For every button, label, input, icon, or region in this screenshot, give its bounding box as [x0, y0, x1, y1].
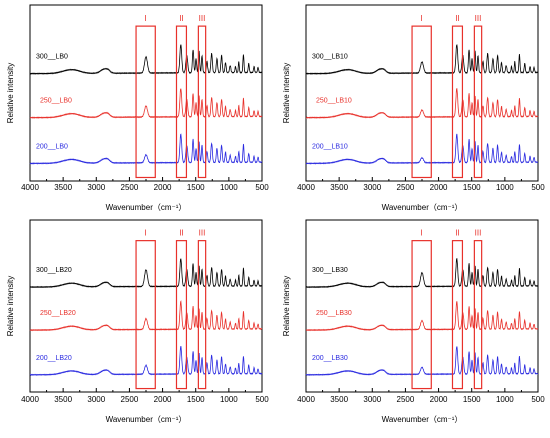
x-tick-label: 3000 — [363, 395, 381, 404]
y-axis-label: Relative intensity — [6, 276, 15, 336]
region-label: II — [455, 228, 459, 237]
x-tick-label: 1000 — [496, 183, 514, 192]
chart-panel-2: 4000 3500 3000 2500 2000 1500 1000 500 Wavenumbe… — [282, 4, 545, 212]
x-tick-label: 3000 — [87, 183, 105, 192]
x-tick-label: 3500 — [54, 395, 72, 404]
x-tick-label: 500 — [531, 395, 545, 404]
x-tick-label: 1500 — [187, 183, 205, 192]
x-tick-label: 4000 — [21, 183, 39, 192]
region-box-III — [473, 240, 483, 390]
region-box-I — [135, 25, 156, 179]
series-line-250__LB10 — [305, 88, 539, 119]
chart-panel-1: 4000 3500 3000 2500 2000 1500 1000 500 Wavenumbe… — [6, 4, 269, 212]
series-label: 250__LB0 — [40, 98, 72, 105]
y-axis-label: Relative intensity — [6, 63, 15, 123]
x-tick-label: 2000 — [430, 395, 448, 404]
series-label: 300__LB20 — [36, 267, 72, 274]
x-tick-label: 2500 — [121, 183, 139, 192]
series-label: 200__LB10 — [312, 143, 348, 150]
series-label: 250__LB20 — [40, 310, 76, 317]
series-line-250__LB0 — [29, 88, 263, 119]
x-tick-label: 2000 — [430, 183, 448, 192]
region-label: II — [179, 14, 183, 23]
y-axis-label: Relative intensity — [282, 63, 291, 123]
x-tick-label: 2000 — [154, 395, 172, 404]
x-tick-label: 3500 — [330, 395, 348, 404]
region-label: I — [421, 228, 423, 237]
series-label: 200__LB0 — [36, 143, 68, 150]
series-line-200__LB10 — [305, 133, 539, 165]
region-label: III — [475, 14, 482, 23]
x-tick-label: 4000 — [21, 395, 39, 404]
x-tick-label: 3500 — [330, 183, 348, 192]
chart-panel-4: 4000 3500 3000 2500 2000 1500 1000 500 Wavenumbe… — [282, 219, 545, 424]
region-box-II — [451, 240, 464, 390]
region-box-III — [197, 25, 207, 179]
x-tick-label: 3000 — [87, 395, 105, 404]
region-label: III — [475, 228, 482, 237]
region-label: I — [145, 228, 147, 237]
x-tick-label: 500 — [531, 183, 545, 192]
x-tick-label: 3500 — [54, 183, 72, 192]
region-box-II — [175, 25, 188, 179]
series-label: 300__LB30 — [312, 267, 348, 274]
series-label: 200__LB20 — [36, 355, 72, 362]
x-axis-label: Wavenumber（cm⁻¹） — [106, 415, 187, 424]
region-label: II — [455, 14, 459, 23]
plot-frame — [305, 4, 539, 182]
x-axis-label: Wavenumber（cm⁻¹） — [382, 203, 463, 212]
region-label: III — [199, 228, 206, 237]
x-tick-label: 4000 — [297, 183, 315, 192]
region-label: I — [421, 14, 423, 23]
x-tick-label: 500 — [255, 395, 269, 404]
series-line-300__LB20 — [29, 258, 263, 289]
series-line-250__LB30 — [305, 301, 539, 332]
region-box-II — [451, 25, 464, 179]
x-axis-label: Wavenumber（cm⁻¹） — [382, 415, 463, 424]
chart-panel-3: 4000 3500 3000 2500 2000 1500 1000 500 Wavenumbe… — [6, 219, 269, 424]
y-axis-label: Relative intensity — [282, 276, 291, 336]
x-tick-label: 1500 — [463, 395, 481, 404]
series-label: 300__LB10 — [312, 54, 348, 61]
x-tick-label: 2000 — [154, 183, 172, 192]
region-box-I — [135, 240, 156, 390]
region-label: III — [199, 14, 206, 23]
region-box-III — [473, 25, 483, 179]
x-tick-label: 2500 — [397, 395, 415, 404]
region-box-III — [197, 240, 207, 390]
series-line-300__LB30 — [305, 257, 539, 289]
series-line-250__LB20 — [29, 300, 263, 332]
x-tick-label: 500 — [255, 183, 269, 192]
series-label: 300__LB0 — [36, 54, 68, 61]
series-line-200__LB0 — [29, 133, 263, 165]
x-tick-label: 1000 — [220, 395, 238, 404]
series-label: 250__LB10 — [316, 98, 352, 105]
plot-frame — [29, 219, 263, 393]
x-tick-label: 3000 — [363, 183, 381, 192]
region-label: II — [179, 228, 183, 237]
region-box-II — [175, 240, 188, 390]
x-tick-label: 2500 — [121, 395, 139, 404]
series-line-200__LB20 — [29, 345, 263, 376]
region-box-I — [411, 25, 432, 179]
x-tick-label: 1500 — [187, 395, 205, 404]
x-tick-label: 1000 — [220, 183, 238, 192]
x-tick-label: 1500 — [463, 183, 481, 192]
series-line-300__LB0 — [29, 44, 263, 75]
series-line-200__LB30 — [305, 346, 539, 376]
series-line-300__LB10 — [305, 44, 539, 75]
series-label: 250__LB30 — [316, 310, 352, 317]
region-label: I — [145, 14, 147, 23]
plot-frame — [305, 219, 539, 393]
region-box-I — [411, 240, 432, 390]
series-label: 200__LB30 — [312, 355, 348, 362]
x-tick-label: 2500 — [397, 183, 415, 192]
x-axis-label: Wavenumber（cm⁻¹） — [106, 203, 187, 212]
x-tick-label: 4000 — [297, 395, 315, 404]
x-tick-label: 1000 — [496, 395, 514, 404]
